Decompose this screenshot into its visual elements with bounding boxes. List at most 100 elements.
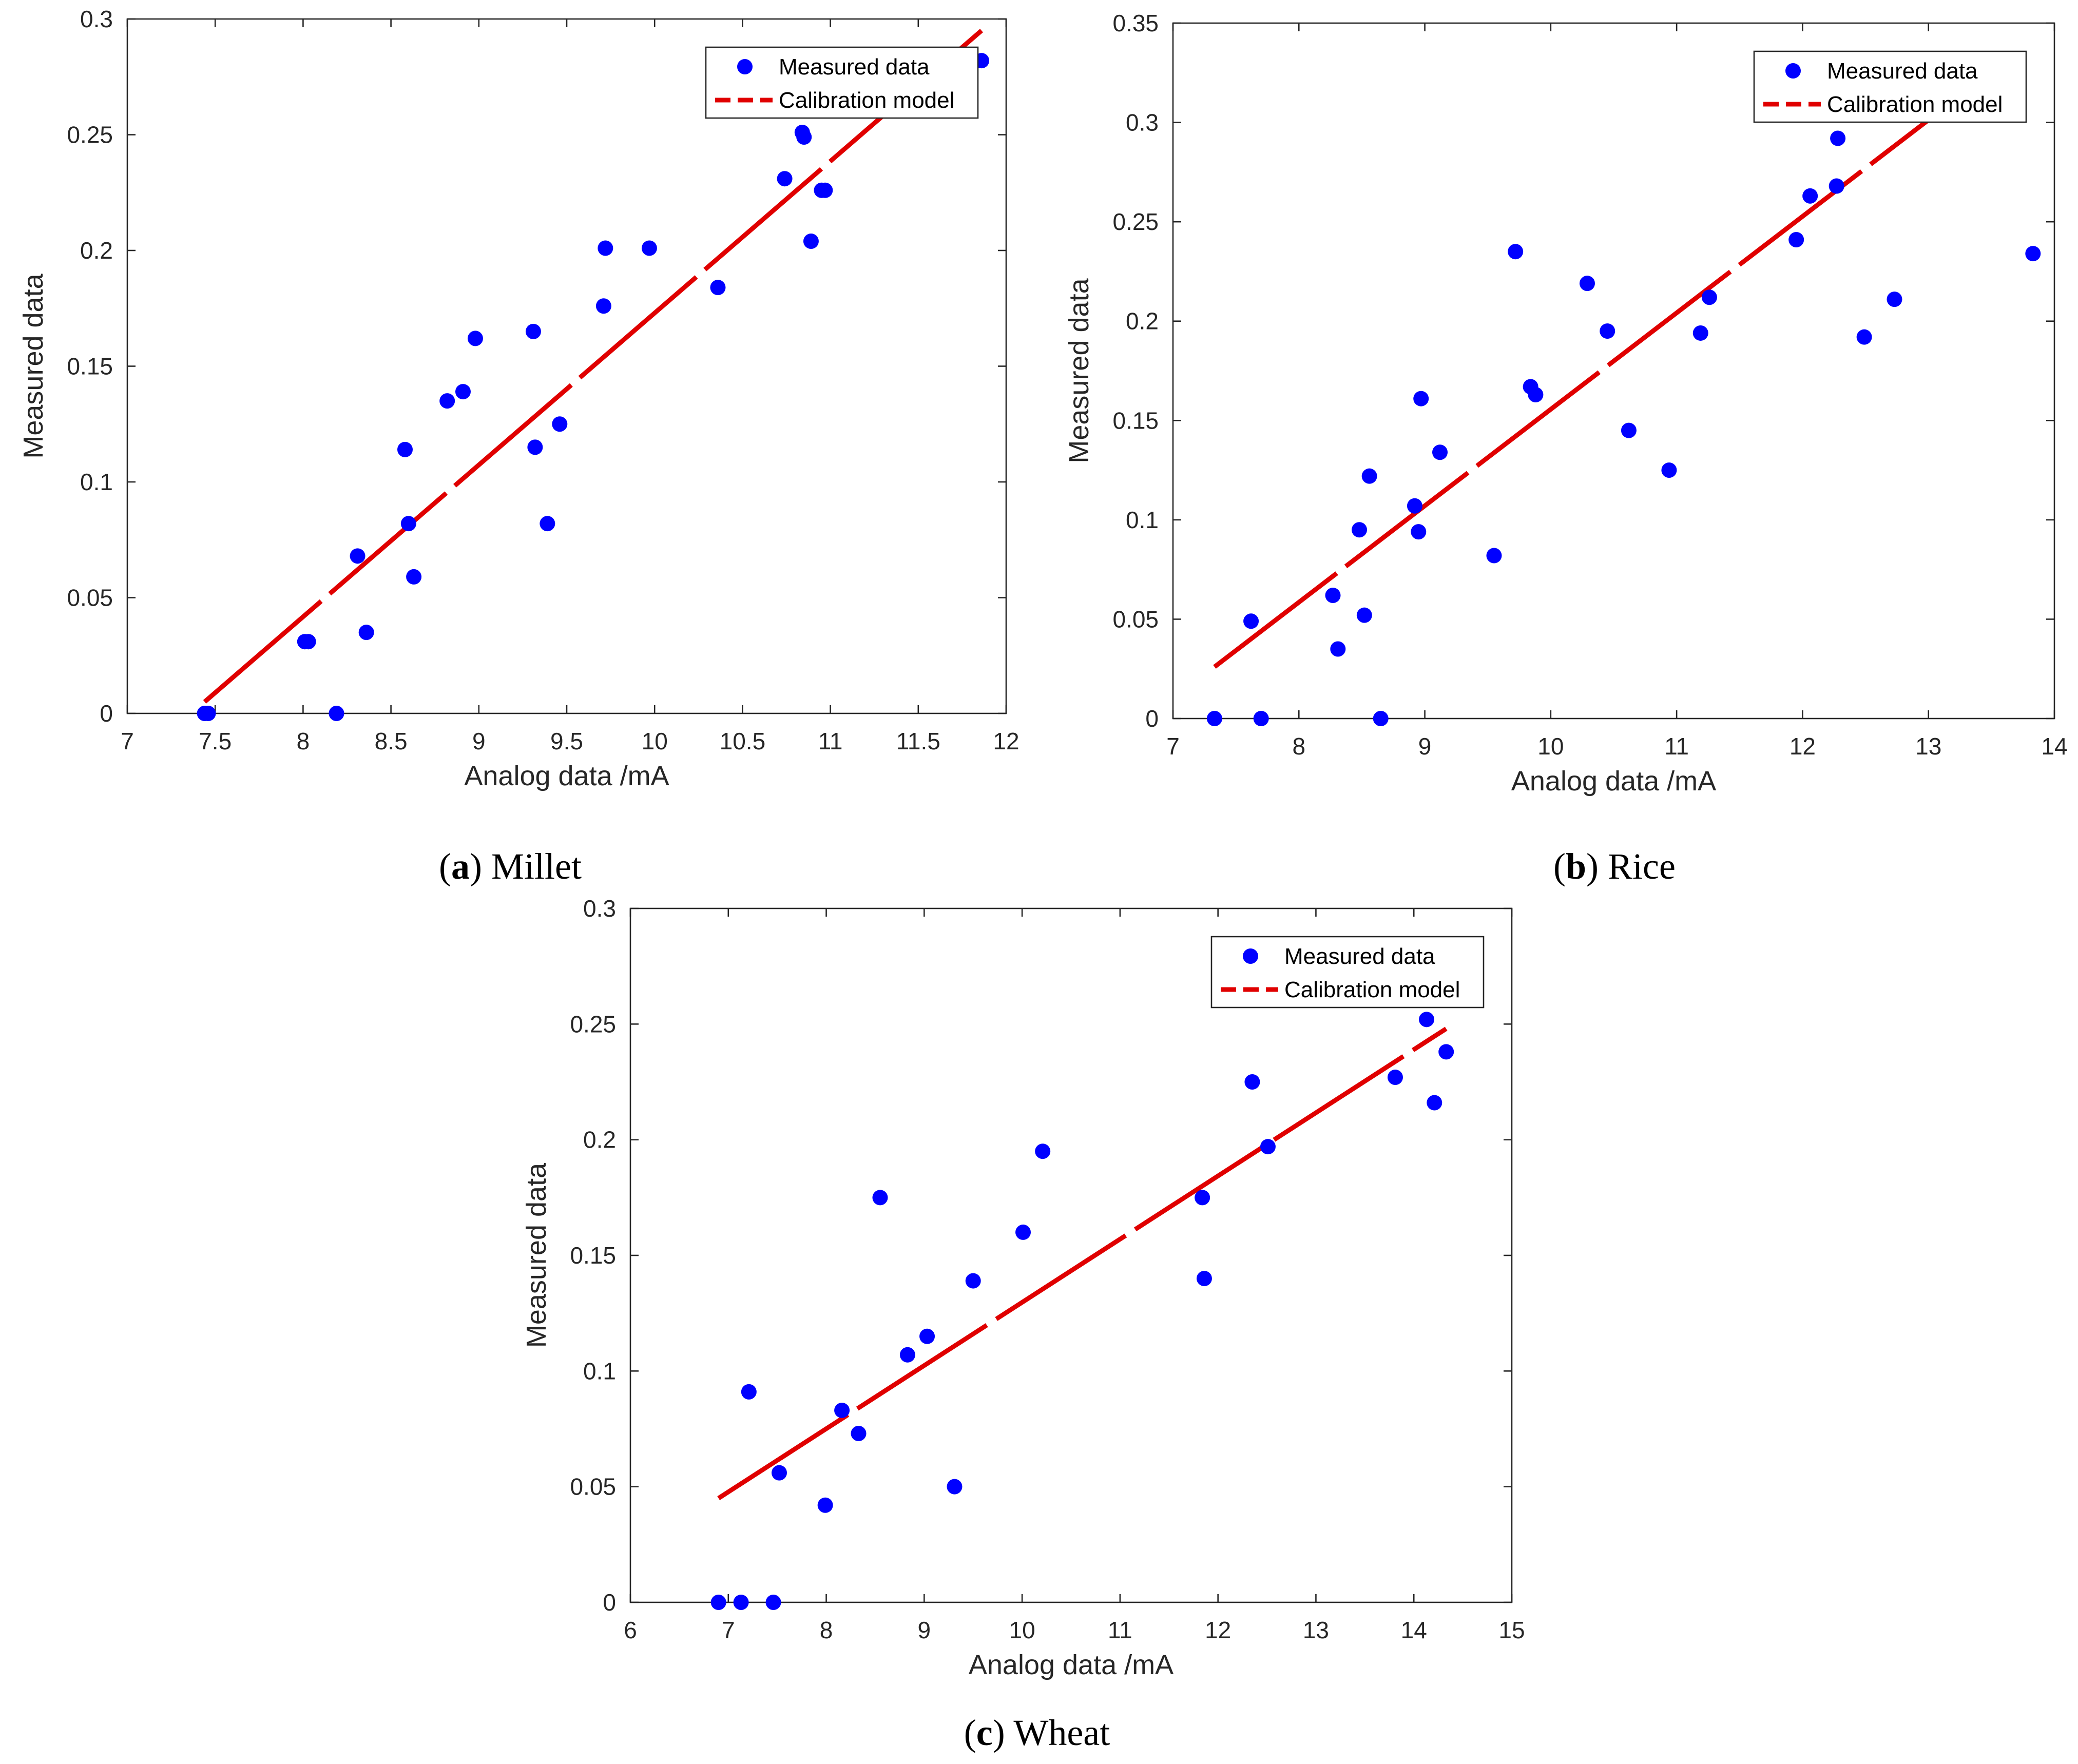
y-tick-label: 0.2	[80, 237, 113, 264]
legend-label-model: Calibration model	[779, 88, 954, 113]
x-tick-label: 14	[2041, 733, 2067, 760]
measured-point	[1621, 422, 1637, 438]
y-axis-title: Measured data	[1064, 278, 1094, 463]
measured-point	[919, 1328, 935, 1344]
measured-point	[947, 1479, 963, 1495]
plot-frame	[1172, 22, 2055, 720]
x-tick-label: 11	[1664, 733, 1689, 760]
measured-point	[741, 1384, 757, 1400]
y-tick-label: 0	[603, 1589, 616, 1616]
y-tick-label: 0.15	[1112, 407, 1159, 434]
measured-point	[965, 1273, 981, 1289]
legend-marker-measured	[1243, 948, 1258, 964]
x-tick-label: 12	[1790, 733, 1816, 760]
x-tick-label: 7.5	[199, 728, 232, 754]
measured-point	[397, 441, 413, 457]
panel-caption-text: Millet	[491, 846, 582, 887]
measured-point	[552, 416, 568, 432]
measured-point	[1692, 325, 1708, 341]
chart-panel-c: 6 7 8 9 10 11 12 13 14 15 0 0.05 0.1 0.15 0.2 0.25 0.3 An…	[521, 895, 1525, 1753]
panel-caption-label: b	[1566, 846, 1586, 887]
legend-box	[705, 46, 979, 119]
panel-caption-label: a	[451, 846, 470, 887]
x-tick-label: 9.5	[550, 728, 583, 754]
y-tick-label: 0.3	[1126, 109, 1159, 136]
panel-caption: (a) Millet	[439, 846, 582, 887]
panel-caption: (b) Rice	[1553, 846, 1676, 887]
x-axis-title: Analog data /mA	[969, 1650, 1173, 1680]
y-tick-label: 0.15	[67, 353, 113, 380]
measured-point	[817, 182, 833, 198]
legend-label-model: Calibration model	[1284, 977, 1460, 1002]
measured-point	[1387, 1069, 1403, 1085]
measured-point	[899, 1347, 915, 1363]
measured-point	[803, 233, 819, 249]
measured-point	[771, 1465, 787, 1481]
measured-point	[1243, 613, 1259, 629]
y-tick-label: 0.25	[570, 1011, 616, 1037]
y-tick-label: 0.1	[583, 1358, 616, 1384]
measured-point	[455, 384, 471, 400]
measured-point	[796, 129, 812, 145]
measured-point	[2025, 246, 2041, 262]
measured-point	[834, 1402, 850, 1418]
x-tick-label: 9	[472, 728, 486, 754]
legend-marker-measured	[1785, 63, 1801, 79]
measured-point	[1373, 711, 1389, 726]
measured-point	[1330, 641, 1346, 657]
x-tick-label: 13	[1915, 733, 1941, 760]
y-tick-label: 0.25	[67, 122, 113, 148]
measured-point	[1432, 444, 1448, 460]
y-tick-label: 0.3	[583, 895, 616, 922]
measured-point	[1856, 329, 1872, 345]
y-tick-label: 0.1	[80, 469, 113, 495]
measured-point	[1035, 1143, 1051, 1159]
measured-point	[358, 625, 374, 641]
plot-frame	[629, 907, 1513, 1603]
calibration-model-line	[1213, 101, 1953, 669]
panel-caption: (c) Wheat	[964, 1712, 1110, 1753]
measured-point	[300, 634, 316, 650]
measured-point	[1411, 524, 1427, 540]
y-tick-label: 0.25	[1112, 208, 1159, 235]
measured-point	[439, 393, 455, 409]
measured-point	[200, 706, 216, 721]
measured-point	[1352, 522, 1368, 538]
measured-point	[851, 1426, 867, 1442]
y-tick-label: 0.35	[1112, 10, 1159, 36]
x-tick-label: 12	[1205, 1617, 1231, 1643]
measured-point	[1260, 1139, 1276, 1155]
legend: Measured data Calibration model	[1210, 936, 1485, 1009]
y-tick-label: 0.05	[67, 585, 113, 611]
measured-point	[406, 569, 422, 585]
x-tick-label: 10	[1009, 1617, 1035, 1643]
measured-point	[1413, 391, 1429, 406]
x-tick-label: 14	[1401, 1617, 1427, 1643]
x-axis-title: Analog data /mA	[464, 761, 669, 791]
measured-point	[777, 171, 793, 187]
measured-point	[527, 439, 543, 455]
measured-point	[1244, 1074, 1260, 1090]
y-tick-label: 0.3	[80, 6, 113, 32]
measured-point	[1356, 607, 1372, 623]
y-tick-label: 0.05	[1112, 606, 1159, 632]
x-tick-label: 11	[818, 728, 843, 754]
measured-point	[1788, 231, 1804, 247]
x-tick-label: 6	[624, 1617, 637, 1643]
measured-point	[1361, 468, 1377, 484]
measured-point	[467, 331, 483, 346]
x-tick-label: 15	[1498, 1617, 1525, 1643]
measured-point	[1438, 1044, 1454, 1060]
y-tick-label: 0.1	[1126, 507, 1159, 533]
legend-label-measured: Measured data	[1284, 944, 1435, 969]
legend-label-measured: Measured data	[779, 54, 930, 80]
legend-marker-measured	[737, 59, 753, 74]
measured-point	[525, 323, 541, 339]
measured-point	[872, 1190, 888, 1206]
measured-point	[1579, 276, 1595, 292]
measured-point	[733, 1595, 749, 1610]
measured-point	[1325, 587, 1341, 603]
y-axis-title: Measured data	[521, 1162, 552, 1348]
panel-caption-text: Rice	[1608, 846, 1676, 887]
